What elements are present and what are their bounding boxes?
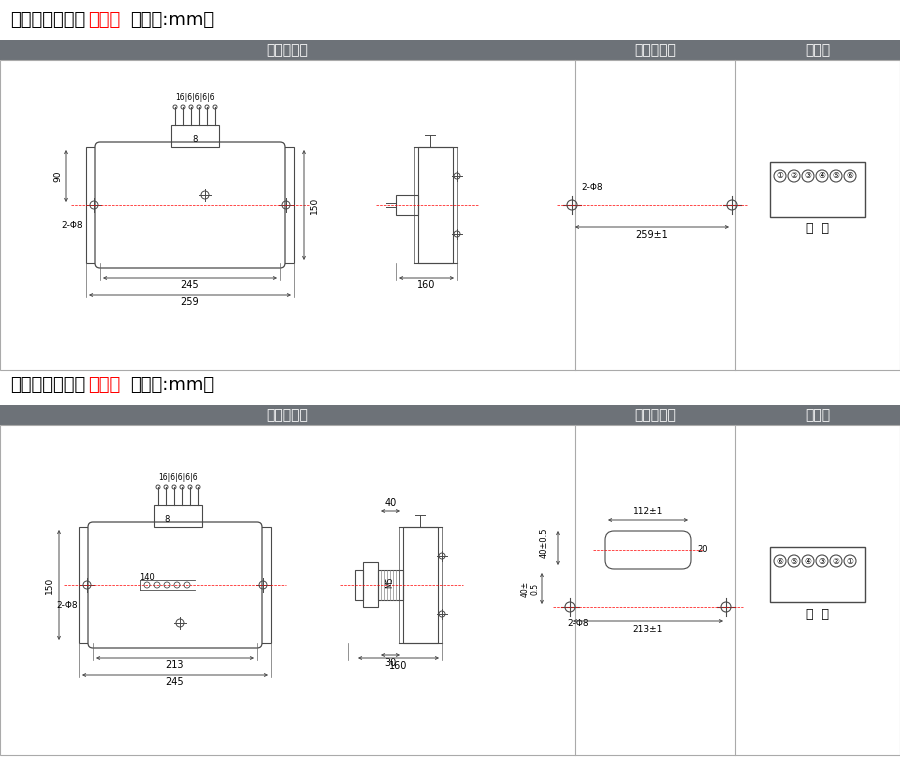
Text: 213±1: 213±1 [633, 625, 663, 634]
Text: 20: 20 [698, 546, 708, 555]
Text: 90: 90 [53, 170, 62, 182]
Bar [770, 162, 865, 217]
Text: M5: M5 [385, 576, 394, 587]
Text: 213: 213 [166, 660, 184, 670]
Text: ⑤: ⑤ [790, 556, 797, 565]
Text: 40: 40 [384, 498, 397, 508]
Bar [0, 60, 900, 370]
Text: 245: 245 [166, 677, 184, 687]
Bar [363, 562, 378, 607]
Text: ③: ③ [805, 172, 812, 181]
Text: ⑤: ⑤ [832, 172, 840, 181]
Text: 背  视: 背 视 [806, 607, 829, 620]
Text: ②: ② [790, 172, 797, 181]
Text: 端子图: 端子图 [805, 408, 830, 422]
Text: 外形尺寸图: 外形尺寸图 [266, 43, 309, 57]
Text: 160: 160 [390, 661, 408, 671]
Text: 单相过流凸出式: 单相过流凸出式 [10, 376, 86, 394]
Text: 安装开孔图: 安装开孔图 [634, 43, 676, 57]
Text: 40±0.5: 40±0.5 [539, 527, 548, 559]
Bar [0, 425, 900, 755]
Text: ①: ① [777, 172, 783, 181]
Bar [86, 147, 294, 263]
Text: ④: ④ [819, 172, 825, 181]
Text: ①: ① [847, 556, 853, 565]
Text: 16|6|6|6|6: 16|6|6|6|6 [176, 93, 215, 102]
Text: 140: 140 [140, 572, 155, 581]
Text: 后接线: 后接线 [88, 376, 121, 394]
Text: 外形尺寸图: 外形尺寸图 [266, 408, 309, 422]
Text: 150: 150 [44, 576, 53, 594]
FancyBboxPatch shape [605, 531, 691, 569]
Bar [403, 527, 438, 643]
Text: （单位:mm）: （单位:mm） [130, 11, 214, 29]
Text: 259: 259 [181, 297, 199, 307]
Text: 245: 245 [181, 280, 199, 290]
Text: 2-Φ8: 2-Φ8 [56, 600, 77, 610]
Bar [418, 147, 453, 263]
Text: 259±1: 259±1 [635, 230, 669, 240]
Text: 端子图: 端子图 [805, 43, 830, 57]
Text: 2-Φ8: 2-Φ8 [61, 220, 83, 230]
Text: ⑥: ⑥ [847, 172, 853, 181]
Text: 160: 160 [418, 280, 436, 290]
Text: 16|6|6|6|6: 16|6|6|6|6 [158, 473, 198, 482]
Text: ④: ④ [805, 556, 812, 565]
Text: 112±1: 112±1 [633, 508, 663, 517]
FancyBboxPatch shape [88, 522, 262, 648]
Bar [0, 40, 900, 60]
Bar [770, 547, 865, 602]
Text: 2-Φ8: 2-Φ8 [567, 619, 589, 628]
Bar [154, 505, 202, 527]
Bar [396, 195, 418, 215]
Text: ②: ② [832, 556, 840, 565]
Text: 安装开孔图: 安装开孔图 [634, 408, 676, 422]
Text: 前接线: 前接线 [88, 11, 121, 29]
Bar [79, 527, 271, 643]
Bar [355, 570, 363, 600]
Text: 8: 8 [193, 135, 198, 144]
Bar [0, 405, 900, 425]
Text: 150: 150 [310, 196, 319, 214]
FancyBboxPatch shape [95, 142, 285, 268]
Text: 40±
0.5: 40± 0.5 [520, 581, 540, 597]
Text: ③: ③ [819, 556, 825, 565]
Text: 30: 30 [384, 658, 397, 668]
Bar [378, 570, 403, 600]
Text: 2-Φ8: 2-Φ8 [581, 182, 603, 192]
Text: （单位:mm）: （单位:mm） [130, 376, 214, 394]
Text: 8: 8 [165, 515, 170, 524]
Bar [171, 125, 219, 147]
Text: 单相过流凸出式: 单相过流凸出式 [10, 11, 86, 29]
Text: 前  视: 前 视 [806, 223, 829, 236]
Text: ⑥: ⑥ [777, 556, 783, 565]
